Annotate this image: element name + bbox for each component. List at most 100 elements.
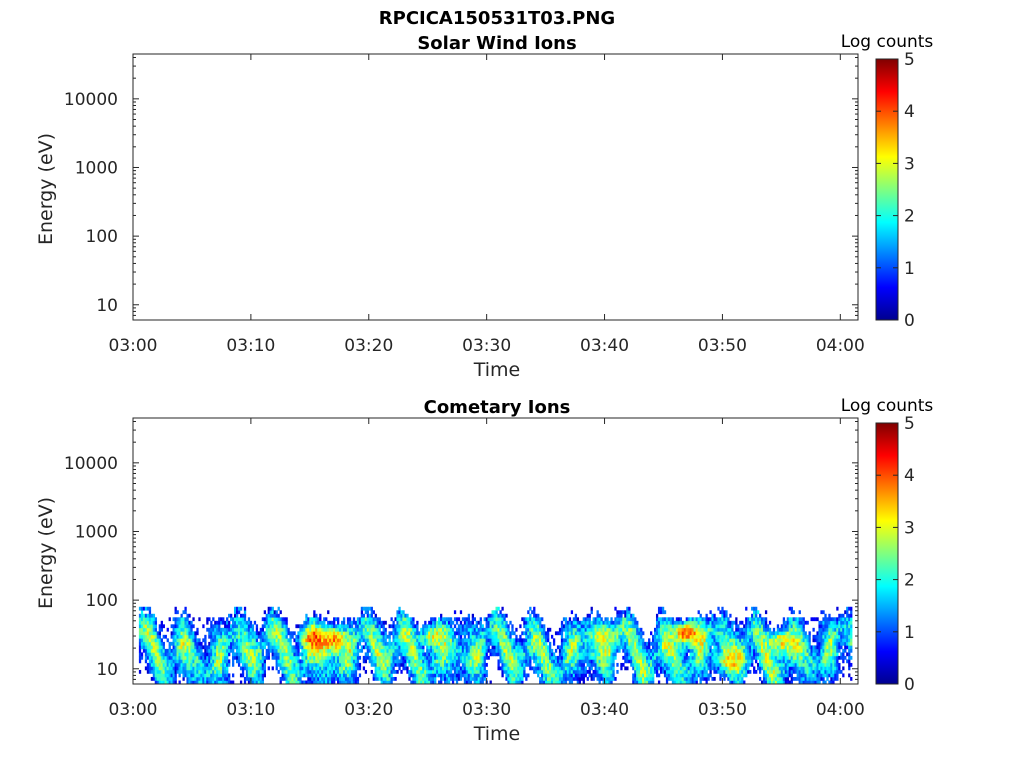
- spectrogram-cell: [418, 655, 421, 660]
- spectrogram-cell: [428, 666, 431, 671]
- spectrogram-cell: [689, 652, 692, 657]
- spectrogram-cell: [655, 662, 659, 667]
- spectrogram-cell: [445, 676, 449, 681]
- spectrogram-cell: [370, 659, 373, 664]
- spectrogram-cell: [226, 652, 229, 657]
- spectrogram-cell: [208, 617, 211, 622]
- spectrogram-cell: [392, 638, 395, 643]
- spectrogram-cell: [346, 655, 350, 660]
- spectrogram-cell: [628, 659, 631, 664]
- spectrogram-cell: [707, 634, 710, 639]
- spectrogram-cell: [293, 662, 296, 667]
- spectrogram-cell: [457, 641, 461, 646]
- spectrogram-cell: [333, 620, 336, 625]
- spectrogram-cell: [156, 666, 159, 671]
- spectrogram-cell: [366, 624, 370, 629]
- spectrogram-cell: [196, 666, 199, 671]
- spectrogram-cell: [337, 624, 340, 629]
- spectrogram-cell: [422, 666, 425, 671]
- spectrogram-cell: [138, 634, 142, 639]
- spectrogram-cell: [558, 666, 562, 671]
- spectrogram-cell: [669, 631, 673, 636]
- spectrogram-cell: [253, 673, 257, 678]
- spectrogram-cell: [394, 655, 397, 660]
- spectrogram-cell: [568, 680, 572, 685]
- spectrogram-cell: [679, 662, 683, 667]
- spectrogram-cell: [681, 659, 685, 664]
- spectrogram-cell: [364, 606, 368, 611]
- spectrogram-cell: [331, 666, 334, 671]
- spectrogram-cell: [232, 627, 235, 632]
- spectrogram-cell: [543, 673, 546, 678]
- spectrogram-cell: [451, 673, 455, 678]
- spectrogram-cell: [146, 662, 150, 667]
- spectrogram-cell: [366, 627, 370, 632]
- spectrogram-cell: [170, 680, 173, 685]
- spectrogram-cell: [529, 638, 532, 643]
- spectrogram-cell: [337, 638, 340, 643]
- spectrogram-cell: [594, 666, 597, 671]
- spectrogram-cell: [370, 652, 373, 657]
- spectrogram-cell: [188, 676, 191, 681]
- spectrogram-cell: [547, 662, 550, 667]
- spectrogram-cell: [186, 631, 189, 636]
- spectrogram-cell: [687, 641, 690, 646]
- spectrogram-cell: [289, 641, 292, 646]
- spectrogram-cell: [283, 631, 286, 636]
- spectrogram-cell: [529, 606, 532, 611]
- spectrogram-cell: [461, 641, 465, 646]
- spectrogram-cell: [243, 631, 247, 636]
- spectrogram-cell: [687, 673, 690, 678]
- spectrogram-cell: [182, 631, 185, 636]
- spectrogram-cell: [541, 638, 544, 643]
- spectrogram-cell: [182, 666, 185, 671]
- spectrogram-cell: [543, 638, 546, 643]
- spectrogram-cell: [176, 617, 179, 622]
- spectrogram-cell: [517, 641, 520, 646]
- spectrogram-cell: [677, 631, 681, 636]
- spectrogram-cell: [331, 676, 334, 681]
- spectrogram-cell: [459, 610, 463, 615]
- spectrogram-cell: [251, 669, 255, 674]
- spectrogram-cell: [372, 638, 375, 643]
- spectrogram-cell: [257, 669, 261, 674]
- spectrogram-cell: [495, 631, 498, 636]
- spectrogram-cell: [628, 610, 631, 615]
- spectrogram-cell: [471, 662, 475, 667]
- spectrogram-cell: [600, 645, 603, 650]
- spectrogram-cell: [440, 645, 443, 650]
- spectrogram-cell: [384, 666, 387, 671]
- spectrogram-cell: [669, 638, 673, 643]
- spectrogram-cell: [584, 652, 587, 657]
- spectrogram-cell: [622, 648, 625, 653]
- spectrogram-cell: [574, 638, 578, 643]
- spectrogram-cell: [473, 666, 476, 671]
- spectrogram-cell: [335, 666, 338, 671]
- spectrogram-cell: [333, 624, 336, 629]
- x-tick-label: 03:10: [226, 336, 275, 356]
- spectrogram-cell: [533, 655, 536, 660]
- spectrogram-cell: [212, 645, 215, 650]
- spectrogram-cell: [261, 624, 265, 629]
- spectrogram-cell: [226, 617, 229, 622]
- spectrogram-cell: [210, 627, 213, 632]
- spectrogram-cell: [210, 645, 213, 650]
- spectrogram-cell: [485, 631, 488, 636]
- spectrogram-cell: [709, 662, 712, 667]
- spectrogram-cell: [372, 610, 375, 615]
- spectrogram-cell: [297, 662, 300, 667]
- spectrogram-cell: [608, 645, 611, 650]
- spectrogram-cell: [146, 666, 150, 671]
- spectrogram-cell: [412, 634, 415, 639]
- spectrogram-cell: [533, 638, 536, 643]
- spectrogram-cell: [566, 655, 570, 660]
- spectrogram-cell: [251, 680, 255, 685]
- spectrogram-cell: [449, 666, 453, 671]
- spectrogram-cell: [430, 645, 433, 650]
- spectrogram-cell: [338, 655, 342, 660]
- spectrogram-cell: [233, 645, 237, 650]
- spectrogram-cell: [648, 659, 651, 664]
- spectrogram-cell: [519, 645, 522, 650]
- spectrogram-cell: [640, 673, 643, 678]
- spectrogram-cell: [681, 627, 685, 632]
